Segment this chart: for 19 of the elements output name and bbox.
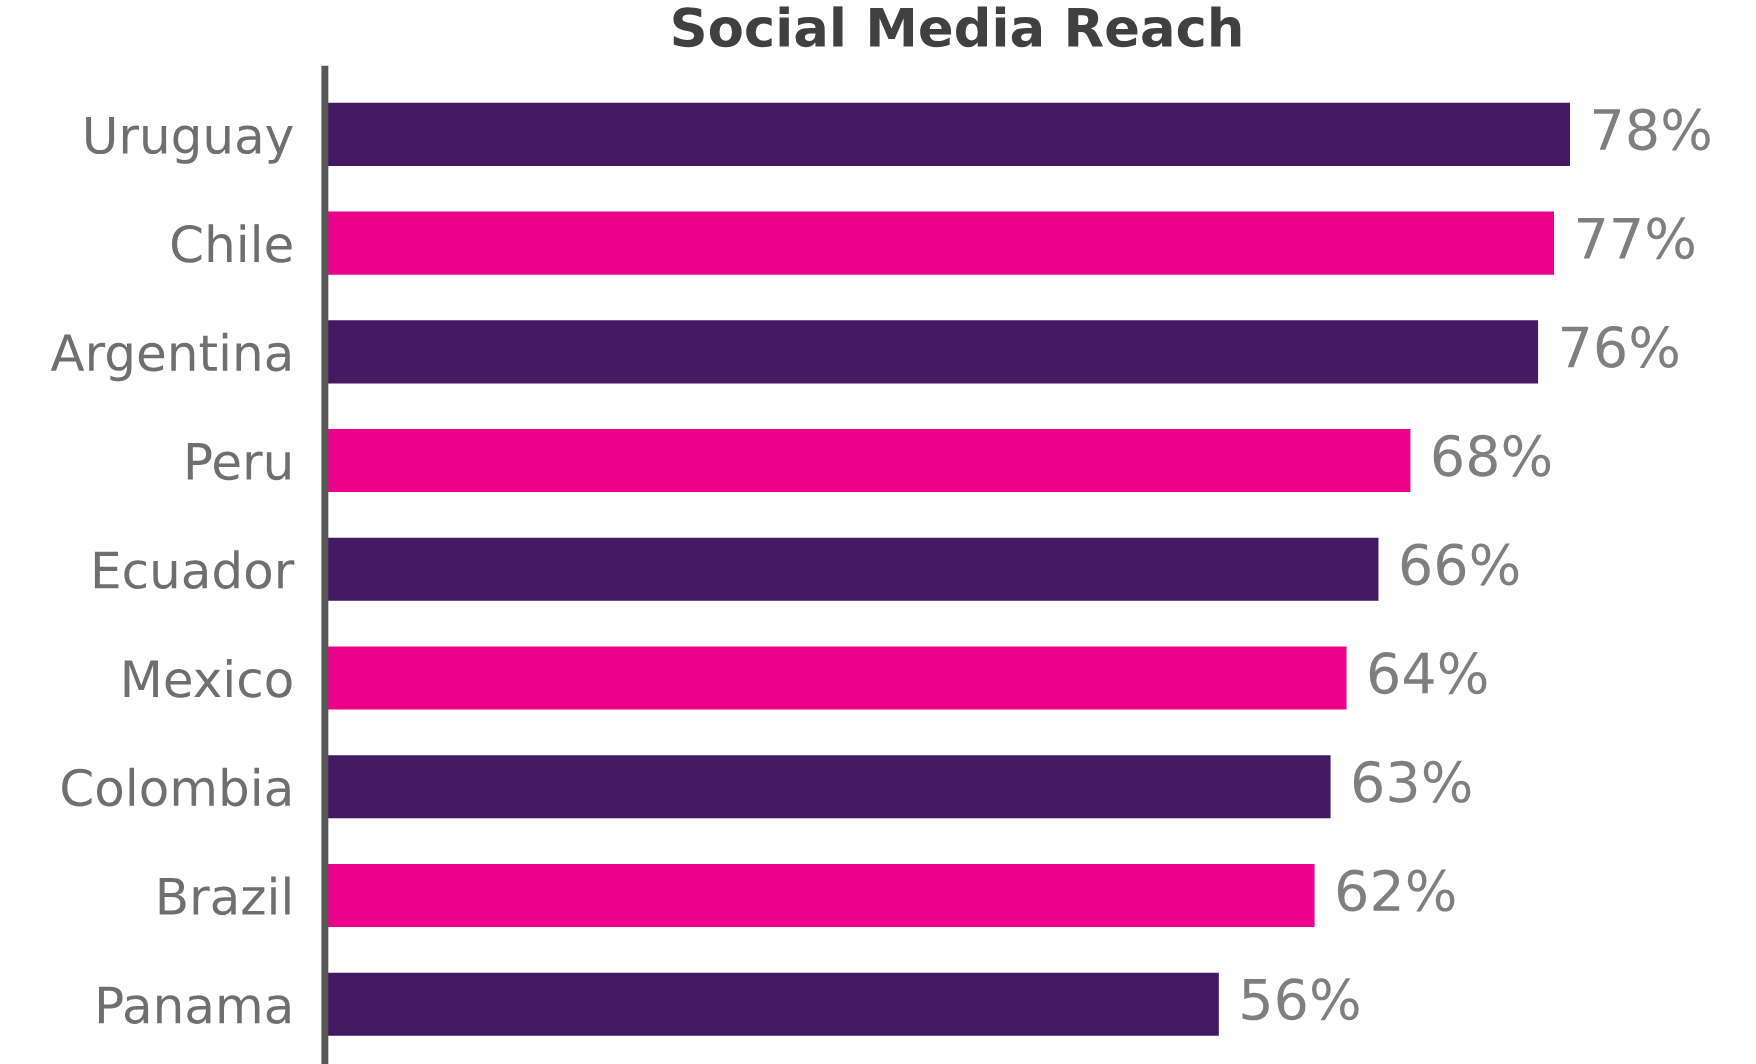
- y-tick-label: Brazil: [159, 876, 290, 916]
- y-tick-label: Mexico: [124, 659, 292, 698]
- data-label: 68%: [1433, 434, 1551, 477]
- y-tick-label: Argentina: [50, 332, 290, 382]
- data-label: 56%: [1242, 978, 1359, 1021]
- y-tick-label: Colombia: [62, 767, 290, 807]
- y-tick-label: Ecuador: [94, 550, 295, 590]
- data-label: 63%: [1353, 760, 1471, 803]
- data-label: 77%: [1578, 217, 1694, 260]
- y-tick-label: Uruguay: [86, 116, 293, 164]
- y-tick-label: Panama: [99, 986, 290, 1024]
- data-label: 66%: [1401, 543, 1519, 586]
- data-label: 76%: [1562, 325, 1678, 368]
- chart-title: Social Media Reach: [673, 6, 1241, 48]
- y-tick-label: Peru: [187, 443, 290, 481]
- data-label: 62%: [1337, 869, 1455, 912]
- data-label: 78%: [1594, 108, 1710, 151]
- data-label: 64%: [1369, 652, 1487, 695]
- y-tick-label: Chile: [171, 224, 292, 263]
